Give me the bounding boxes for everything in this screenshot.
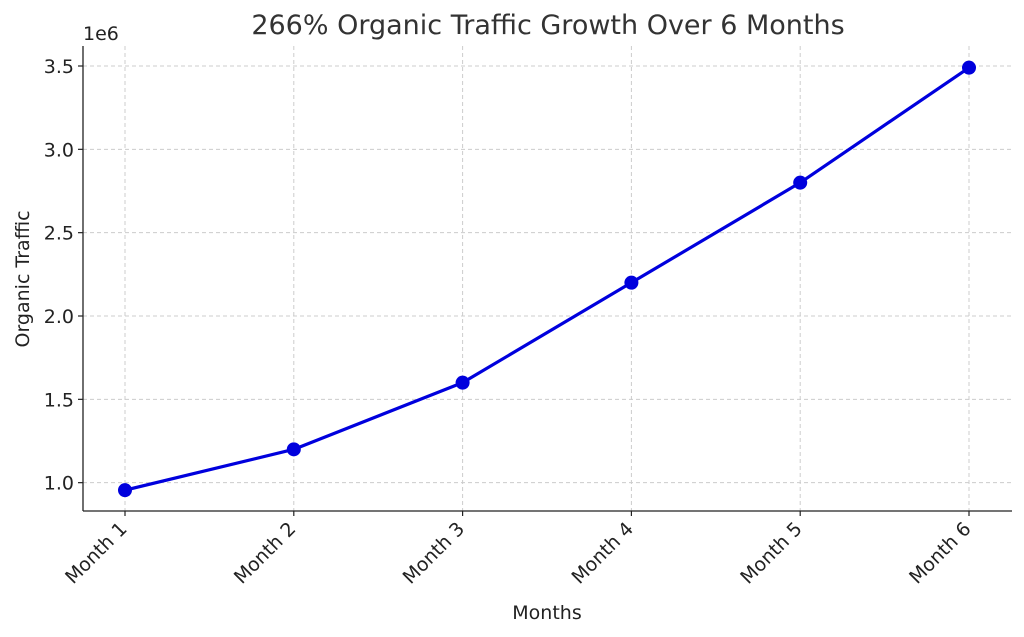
x-tick-label: Month 5 (736, 518, 806, 588)
series-layer (118, 60, 976, 498)
axes (78, 46, 1012, 516)
x-tick-label: Month 4 (567, 518, 637, 588)
grid-lines (83, 46, 1012, 511)
y-tick-label: 1.5 (44, 389, 74, 411)
x-axis-label: Months (512, 602, 581, 624)
y-tick-label: 2.0 (44, 306, 74, 328)
y-axis-label: Organic Traffic (12, 210, 34, 347)
chart-title: 266% Organic Traffic Growth Over 6 Month… (251, 10, 844, 41)
series-line (124, 66, 970, 492)
x-tick-label: Month 3 (399, 518, 469, 588)
data-point (793, 175, 808, 190)
data-point (286, 442, 301, 457)
y-tick-label: 3.0 (44, 139, 74, 161)
data-point (118, 483, 132, 498)
y-axis-offset-label: 1e6 (83, 23, 119, 45)
y-tick-label: 3.5 (44, 56, 74, 78)
data-point (962, 60, 976, 75)
x-tick-label: Month 6 (905, 518, 975, 588)
x-tick-label: Month 2 (230, 518, 300, 588)
data-point (455, 375, 470, 390)
tick-labels: 1.0 1.5 2.0 2.5 3.0 3.5 Month 1 Month 2 Month 3 M… (44, 56, 976, 588)
x-tick-label: Month 1 (61, 518, 131, 588)
data-point (624, 275, 639, 290)
y-tick-label: 1.0 (44, 473, 74, 495)
y-tick-label: 2.5 (44, 223, 74, 245)
